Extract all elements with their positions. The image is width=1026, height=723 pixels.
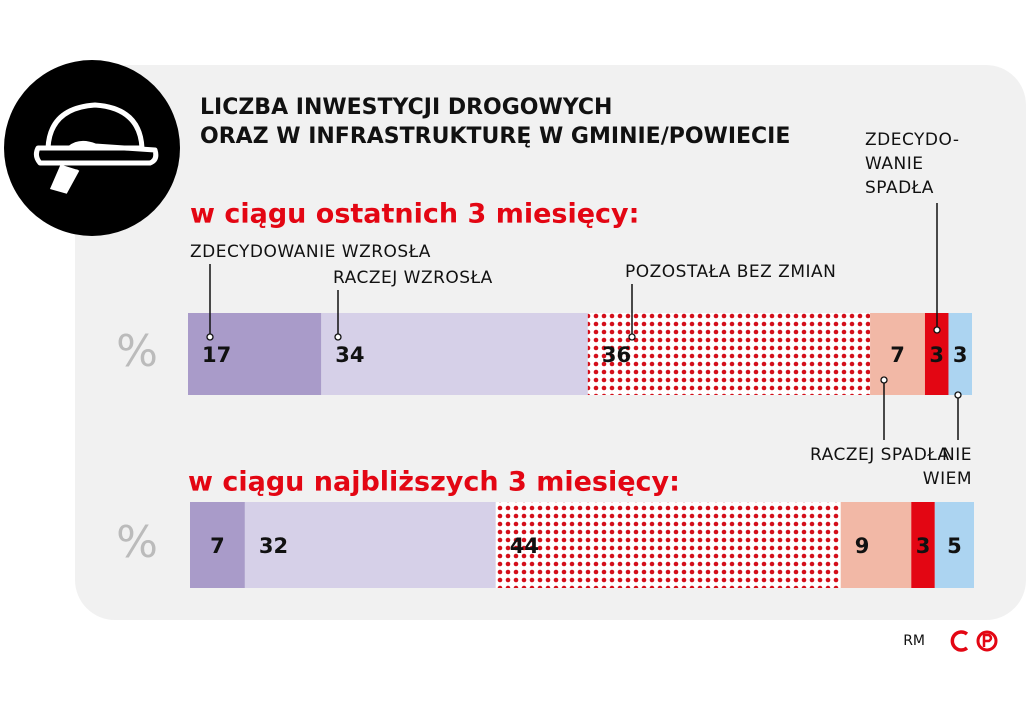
leader-dot: [954, 391, 962, 399]
value-label: 36: [602, 343, 631, 367]
value-label: 44: [510, 534, 539, 558]
legend-label: RACZEJ WZROSŁA: [333, 268, 493, 288]
value-label: 32: [259, 534, 288, 558]
bar-segment: [934, 502, 974, 588]
value-label: 5: [947, 534, 962, 558]
bar-segment: [924, 313, 949, 395]
helmet-icon: [4, 60, 180, 236]
bar-segment: [587, 313, 871, 395]
legend-label: ZDECYDOWANIE WZROSŁA: [190, 242, 431, 262]
value-label: 9: [855, 534, 870, 558]
row-title: w ciągu najbliższych 3 miesięcy:: [188, 467, 680, 498]
bar-segment: [870, 313, 925, 395]
leader-dot: [880, 376, 888, 384]
value-label: 3: [929, 343, 944, 367]
chart-title: LICZBA INWESTYCJI DROGOWYCH ORAZ W INFRAS…: [200, 95, 790, 149]
row-title: w ciągu ostatnich 3 miesięcy:: [190, 199, 639, 230]
bar-segment: [911, 502, 935, 588]
bar-segment: [840, 502, 912, 588]
bar-segment: [244, 502, 496, 588]
logo: [950, 630, 998, 652]
leader-dot: [933, 326, 941, 334]
legend-label: RACZEJ SPADŁA: [810, 445, 950, 465]
bar-segment: [190, 502, 245, 588]
bar-segment: [321, 313, 588, 395]
value-label: 34: [335, 343, 364, 367]
unit-label: %: [116, 517, 158, 568]
unit-label: %: [116, 326, 158, 377]
value-label: 7: [890, 343, 905, 367]
value-label: 3: [953, 343, 968, 367]
value-label: 7: [210, 534, 225, 558]
credit: RM: [903, 633, 925, 649]
legend-label: NIE WIEM: [923, 445, 972, 489]
bar-segment: [495, 502, 841, 588]
leader-dot: [334, 333, 342, 341]
legend-label: ZDECYDO-WANIE SPADŁA: [865, 130, 960, 198]
bar-segment: [948, 313, 972, 395]
leader-dot: [628, 333, 636, 341]
legend-label: POZOSTAŁA BEZ ZMIAN: [625, 262, 836, 282]
leader-dot: [206, 333, 214, 341]
value-label: 17: [202, 343, 231, 367]
value-label: 3: [916, 534, 931, 558]
